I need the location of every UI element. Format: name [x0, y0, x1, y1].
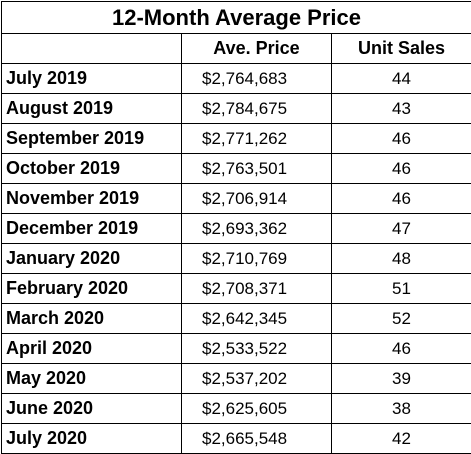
month-cell: December 2019 [2, 214, 182, 244]
month-cell: June 2020 [2, 394, 182, 424]
unit-sales-cell: 48 [332, 244, 471, 274]
month-cell: September 2019 [2, 124, 182, 154]
ave-price-cell: $2,665,548 [182, 424, 332, 454]
month-cell: August 2019 [2, 94, 182, 124]
table-header-row: Ave. Price Unit Sales [2, 34, 471, 64]
ave-price-cell: $2,771,262 [182, 124, 332, 154]
ave-price-cell: $2,533,522 [182, 334, 332, 364]
header-ave-price: Ave. Price [182, 34, 332, 64]
ave-price-cell: $2,764,683 [182, 64, 332, 94]
month-cell: April 2020 [2, 334, 182, 364]
unit-sales-cell: 44 [332, 64, 471, 94]
ave-price-cell: $2,706,914 [182, 184, 332, 214]
unit-sales-cell: 42 [332, 424, 471, 454]
ave-price-cell: $2,710,769 [182, 244, 332, 274]
unit-sales-cell: 52 [332, 304, 471, 334]
header-month [2, 34, 182, 64]
unit-sales-cell: 39 [332, 364, 471, 394]
ave-price-cell: $2,625,605 [182, 394, 332, 424]
month-cell: January 2020 [2, 244, 182, 274]
month-cell: February 2020 [2, 274, 182, 304]
month-cell: November 2019 [2, 184, 182, 214]
ave-price-cell: $2,708,371 [182, 274, 332, 304]
month-cell: May 2020 [2, 364, 182, 394]
table-title: 12-Month Average Price [2, 2, 471, 34]
unit-sales-cell: 46 [332, 184, 471, 214]
month-cell: July 2020 [2, 424, 182, 454]
ave-price-cell: $2,642,345 [182, 304, 332, 334]
unit-sales-cell: 46 [332, 124, 471, 154]
month-cell: October 2019 [2, 154, 182, 184]
unit-sales-cell: 38 [332, 394, 471, 424]
month-cell: March 2020 [2, 304, 182, 334]
header-unit-sales: Unit Sales [332, 34, 471, 64]
unit-sales-cell: 46 [332, 334, 471, 364]
unit-sales-cell: 43 [332, 94, 471, 124]
table-title-row: 12-Month Average Price [2, 2, 471, 34]
ave-price-cell: $2,693,362 [182, 214, 332, 244]
ave-price-cell: $2,537,202 [182, 364, 332, 394]
ave-price-cell: $2,784,675 [182, 94, 332, 124]
month-cell: July 2019 [2, 64, 182, 94]
unit-sales-cell: 46 [332, 154, 471, 184]
ave-price-cell: $2,763,501 [182, 154, 332, 184]
unit-sales-cell: 51 [332, 274, 471, 304]
unit-sales-cell: 47 [332, 214, 471, 244]
